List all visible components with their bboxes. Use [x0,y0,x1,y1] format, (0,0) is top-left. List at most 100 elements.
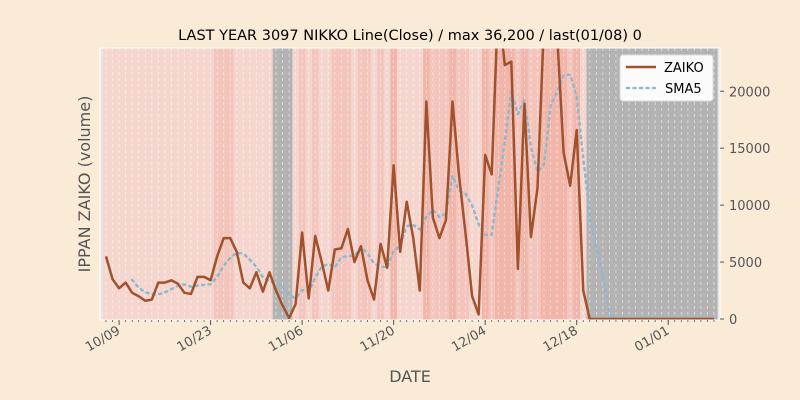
day-band [292,48,300,320]
day-band [364,48,372,320]
day-band [527,48,535,320]
y-axis: 0 5000 10000 15000 20000 [720,85,770,328]
day-band [344,48,352,320]
day-band [155,48,162,320]
day-band [553,48,561,320]
day-band [586,48,594,320]
day-band [298,48,306,320]
day-band [115,48,123,320]
day-band [540,48,548,320]
day-band [658,48,666,320]
chart-title: LAST YEAR 3097 NIKKO Line(Close) / max 3… [178,28,642,44]
day-band [691,48,698,320]
y-tick-label: 10000 [729,199,770,214]
y-tick-label: 0 [729,313,737,328]
day-band [664,48,672,320]
day-band [560,48,568,320]
day-band [501,48,509,320]
day-band [213,48,221,320]
day-band [357,48,365,320]
legend-label-sma5: SMA5 [665,82,702,97]
day-band [370,48,378,320]
x-tick-label: 12/04 [449,323,489,355]
day-band [481,48,489,320]
day-band [318,48,326,320]
day-band [102,48,110,320]
day-band [547,48,555,320]
day-band [200,48,208,320]
day-band [135,48,143,320]
day-band [442,48,450,320]
y-tick-label: 15000 [729,142,770,157]
day-band [678,48,685,320]
day-band [579,48,587,320]
day-band [593,48,600,320]
day-band [475,48,483,320]
day-band [266,48,274,320]
x-tick-label: 01/01 [632,323,672,355]
day-band [710,48,718,320]
y-tick-label: 20000 [729,85,770,100]
legend: ZAIKO SMA5 [619,54,714,102]
day-band [383,48,391,320]
x-axis: 10/09 10/23 11/06 11/20 12/04 12/18 01/01 [83,320,715,355]
day-band [311,48,319,320]
day-band [436,48,443,320]
day-band [331,48,339,320]
day-band [207,48,215,320]
day-band [521,48,528,320]
day-band [410,48,417,320]
day-band [390,48,398,320]
day-bands [102,48,718,320]
day-band [377,48,385,320]
day-band [514,48,522,320]
day-band [423,48,430,320]
day-band [187,48,195,320]
legend-label-zaiko: ZAIKO [664,61,704,76]
day-band [272,48,280,320]
day-band [181,48,189,320]
day-band [279,48,287,320]
day-band [612,48,620,320]
day-band [606,48,613,320]
day-band [449,48,457,320]
day-band [351,48,358,320]
day-band [632,48,640,320]
day-band [697,48,705,320]
day-band [226,48,234,320]
x-tick-label: 11/06 [266,323,306,355]
day-band [704,48,712,320]
day-band [651,48,659,320]
day-band [122,48,130,320]
day-band [599,48,607,320]
day-band [253,48,260,320]
day-band [573,48,581,320]
day-band [128,48,136,320]
day-band [462,48,470,320]
day-band [285,48,293,320]
day-band [403,48,411,320]
day-band [305,48,313,320]
x-tick-label: 10/09 [83,323,123,355]
day-band [148,48,156,320]
day-band [671,48,679,320]
x-tick-label: 12/18 [541,323,581,355]
x-tick-label: 11/20 [358,323,398,355]
day-band [638,48,646,320]
day-band [109,48,117,320]
day-band [168,48,175,320]
day-band [233,48,241,320]
day-band [625,48,633,320]
x-tick-label: 10/23 [175,323,215,355]
day-band [396,48,404,320]
day-band [684,48,692,320]
day-band [429,48,437,320]
day-band [488,48,496,320]
zaiko-line [104,48,714,320]
day-band [325,48,332,320]
day-band [174,48,182,320]
y-tick-label: 5000 [729,256,762,271]
day-band [220,48,228,320]
day-band [338,48,345,320]
